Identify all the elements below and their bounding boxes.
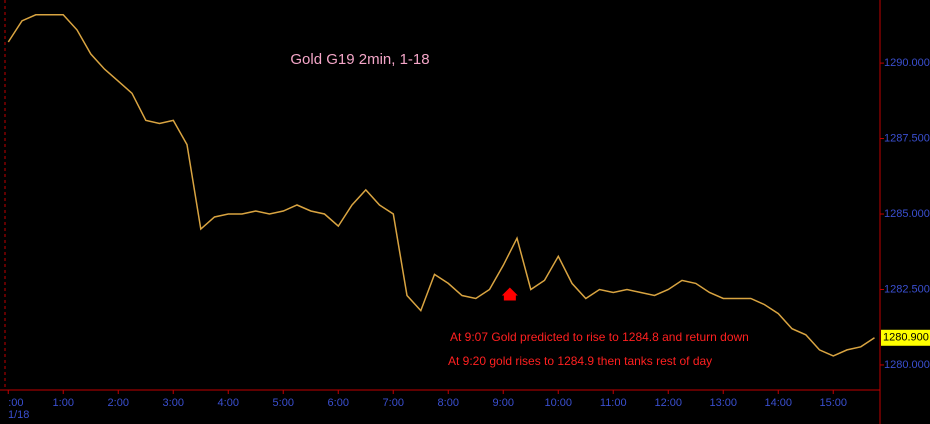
x-tick-label: 10:00 [544,397,572,409]
x-tick-label: 7:00 [383,397,404,409]
last-price-box [881,329,930,346]
x-tick-label: 13:00 [709,397,737,409]
price-line [7,14,875,357]
x-tick-label: 1:00 [53,397,74,409]
x-tick-label: 8:00 [438,397,459,409]
x-tick-label: 5:00 [273,397,294,409]
x-tick-label: 2:00 [108,397,129,409]
x-tick-label: 9:00 [493,397,514,409]
y-tick-label: 1287.500 [884,132,930,144]
y-tick-label: 1282.500 [884,283,930,295]
x-tick-label: :00 [8,397,23,409]
annotation: At 9:07 Gold predicted to rise to 1284.8… [450,330,749,344]
last-price-label: 1280.900 [883,332,929,344]
signal-arrow [501,287,518,301]
annotation: At 9:20 gold rises to 1284.9 then tanks … [448,354,712,368]
x-tick-label: 6:00 [328,397,349,409]
y-tick-label: 1285.000 [884,208,930,220]
chart-title: Gold G19 2min, 1-18 [290,51,429,68]
x-tick-label: 12:00 [654,397,682,409]
x-tick-label: 4:00 [218,397,239,409]
x-tick-label: 15:00 [819,397,847,409]
x-tick-label: 3:00 [163,397,184,409]
y-tick-label: 1290.000 [884,57,930,69]
date-label: 1/18 [8,409,29,421]
x-tick-label: 14:00 [764,397,792,409]
y-tick-label: 1280.000 [884,359,930,371]
x-tick-label: 11:00 [600,397,627,409]
